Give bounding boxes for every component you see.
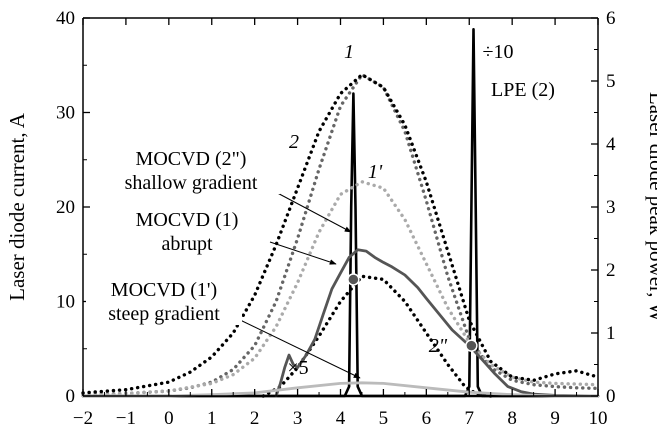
marker-layer (347, 273, 478, 352)
y-tick-label: 0 (66, 386, 76, 407)
x-tick-label: 2 (250, 408, 260, 429)
y2-tick-label: 0 (606, 386, 616, 407)
curve-label-1: 1 (344, 41, 354, 63)
x-tick-label: 5 (379, 408, 389, 429)
series-line-4 (81, 72, 600, 395)
arrow-mocvd-1p (235, 317, 361, 379)
y2-tick-label: 2 (606, 260, 616, 281)
annotation-mocvd-1: MOCVD (1) (136, 209, 239, 231)
annotation-x5: ×5 (287, 357, 308, 379)
y-tick-label: 30 (56, 103, 75, 124)
x-tick-label: 9 (550, 408, 560, 429)
y-axis-label: Laser diode current, A (5, 112, 29, 301)
y-tick-label: 40 (56, 8, 75, 29)
x-tick-label: 6 (422, 408, 432, 429)
series-line-6 (274, 248, 600, 398)
annotation-bg-2pp (104, 144, 280, 194)
y2-tick-label: 4 (606, 134, 616, 155)
arrow-mocvd-1 (269, 241, 337, 265)
y2-axis-label: Laser diode peak power, W (645, 92, 657, 322)
series-line-3 (81, 180, 600, 397)
curve-label-2pp: 2" (429, 335, 448, 357)
x-tick-label: 0 (164, 408, 174, 429)
y2-tick-label: 1 (606, 323, 616, 344)
x-tick-label: 10 (589, 408, 608, 429)
x-tick-label: −1 (116, 408, 136, 429)
curve-label-1p: 1' (368, 161, 383, 183)
x-tick-label: 1 (207, 408, 217, 429)
annotation-div10: ÷10 (483, 41, 514, 63)
x-tick-label: 3 (293, 408, 303, 429)
annotation-shallow-gradient: shallow gradient (125, 172, 258, 194)
marker-1 (465, 339, 478, 352)
y-tick-label: 20 (56, 197, 75, 218)
x-tick-label: 8 (507, 408, 517, 429)
annotation-steep-gradient: steep gradient (108, 303, 220, 325)
curve-label-2: 2 (289, 131, 299, 153)
annotation-mocvd-1p: MOCVD (1') (111, 279, 217, 301)
x-tick-label: −2 (73, 408, 93, 429)
x-tick-label: 7 (465, 408, 475, 429)
annotation-lpe: LPE (2) (491, 79, 555, 101)
y-tick-label: 10 (56, 292, 75, 313)
annotation-bg-1p (86, 275, 242, 325)
x-tick-label: 4 (336, 408, 346, 429)
annotation-bg-1 (110, 205, 265, 255)
y2-tick-label: 5 (606, 71, 616, 92)
marker-0 (347, 273, 360, 286)
y2-tick-label: 6 (606, 8, 616, 29)
annotation-abrupt: abrupt (161, 233, 213, 255)
annotation-mocvd-2pp: MOCVD (2") (136, 148, 247, 170)
arrow-mocvd-2pp (267, 187, 352, 233)
y2-tick-label: 3 (606, 197, 616, 218)
